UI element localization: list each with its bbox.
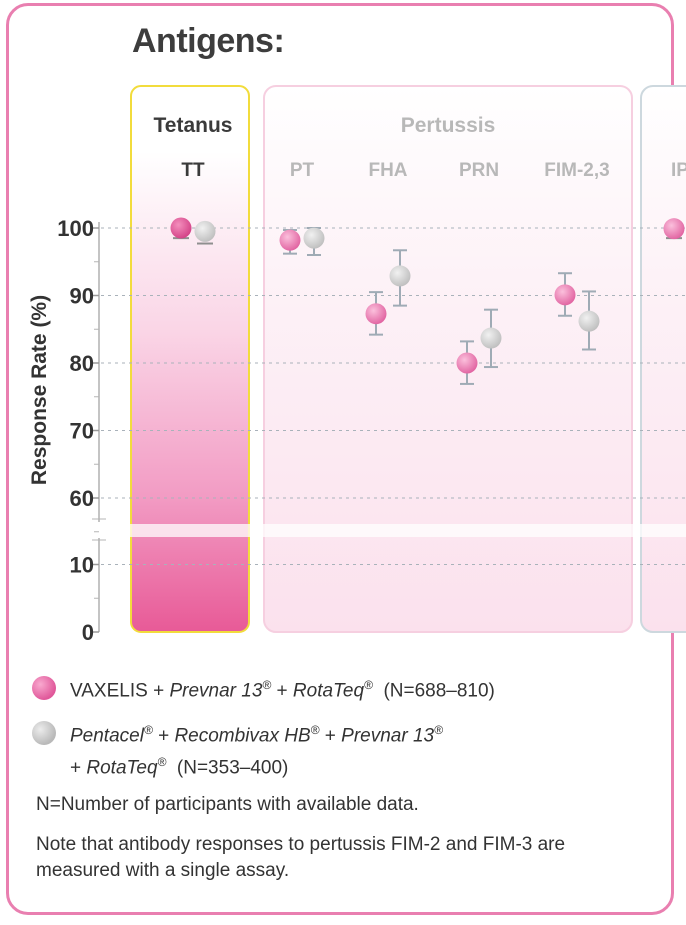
data-marks [170,217,685,385]
legend-swatch-pentacel [32,721,56,745]
category-label-tt: TT [181,160,205,181]
point-pentacel-fha [389,265,411,287]
tetanus-panel [130,85,250,633]
point-vaxelis-fim-2-3 [554,284,576,306]
point-vaxelis-pt [279,229,301,251]
category-label-ip: IP [671,160,686,181]
y-tick-label: 100 [57,216,94,241]
legend-label-vaxelis: VAXELIS + Prevnar 13® + RotaTeq® (N=688–… [70,678,495,702]
point-vaxelis-fha [365,303,387,325]
point-vaxelis-tt [170,217,192,239]
category-label-pt: PT [290,160,315,181]
point-pentacel-fim-2-3 [578,310,600,332]
point-vaxelis-ip [663,218,685,240]
y-tick-label: 60 [70,486,94,511]
y-axis-label: Response Rate (%) [28,295,51,485]
point-vaxelis-prn [456,352,478,374]
category-label-fha: FHA [368,160,407,181]
pertussis-panel [263,85,633,633]
footnote-n-definition: N=Number of participants with available … [36,794,419,815]
category-label-fim-2-3: FIM-2,3 [544,160,609,181]
group-label-tetanus: Tetanus [154,114,233,137]
point-pentacel-tt [194,220,216,242]
y-tick-label: 80 [70,351,94,376]
point-pentacel-pt [303,227,325,249]
response-rate-chart: Tetanus Pertussis Response Rate (%) 1009… [28,85,686,645]
legend-swatch-vaxelis [32,676,56,700]
y-tick-label: 70 [70,419,94,444]
axis-break-band [90,524,686,537]
group-label-pertussis: Pertussis [401,114,496,137]
y-tick-label: 10 [70,553,94,578]
category-labels: TT PT FHA PRN FIM-2,3 IP [181,160,686,181]
category-label-prn: PRN [459,160,499,181]
point-pentacel-prn [480,327,502,349]
legend-label-pentacel: Pentacel® + Recombivax HB® + Prevnar 13®… [70,723,443,779]
footnote-fim: Note that antibody responses to pertussi… [36,834,566,881]
y-tick-label: 90 [70,284,94,309]
page-title: Antigens: [132,22,285,60]
y-tick-label: 0 [82,620,94,645]
